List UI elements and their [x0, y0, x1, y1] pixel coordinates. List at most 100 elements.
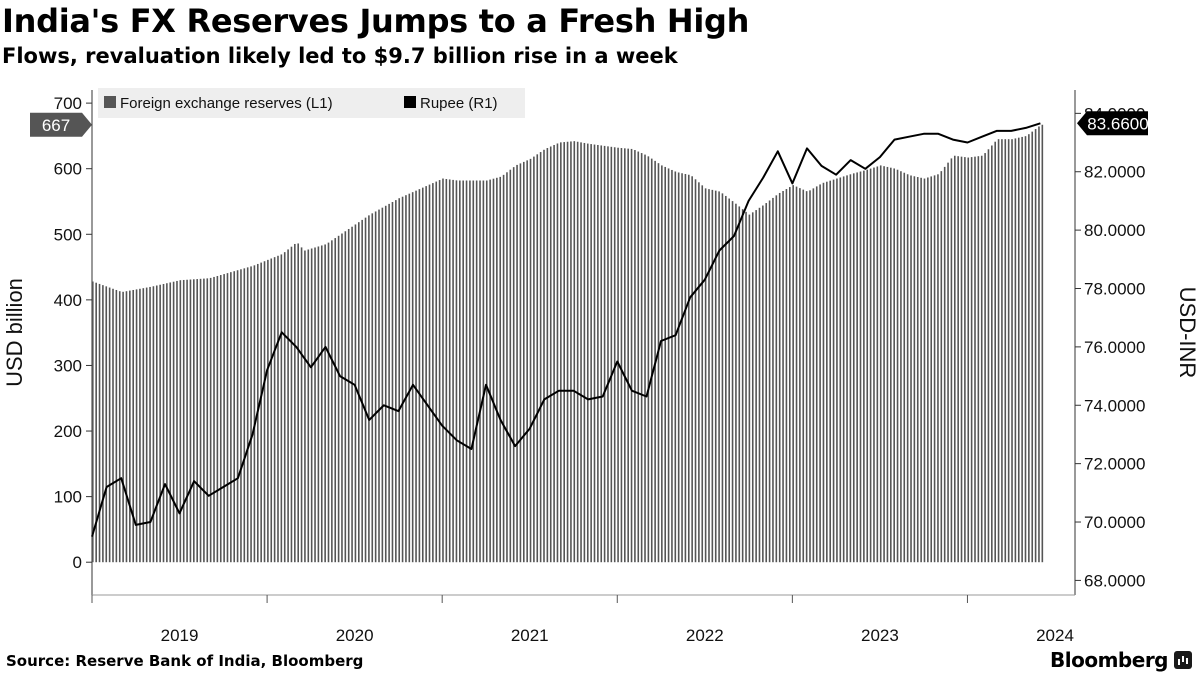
reserve-bar	[411, 192, 414, 563]
reserve-bar	[563, 142, 565, 563]
reserve-bar	[657, 163, 660, 563]
legend-label-rupee: Rupee (R1)	[420, 95, 498, 112]
reserve-bar	[927, 177, 929, 563]
reserve-bar	[533, 156, 535, 563]
reserve-bar	[617, 147, 619, 563]
reserve-bar	[916, 177, 919, 563]
reserve-bar	[920, 177, 922, 563]
reserve-bar	[475, 180, 478, 563]
reserve-bar	[603, 145, 606, 563]
reserve-bar	[415, 190, 417, 563]
x-tick-label: 2021	[511, 626, 549, 645]
reserve-bar	[522, 161, 525, 563]
reserve-bar	[869, 168, 872, 563]
reserve-bar	[597, 144, 599, 563]
reserve-bar	[496, 177, 498, 563]
bloomberg-chart-icon	[1174, 651, 1192, 669]
reserve-bar	[573, 141, 576, 563]
reserve-bar	[664, 166, 667, 563]
reserve-bar	[358, 222, 360, 563]
reserve-bar	[687, 174, 690, 563]
reserve-bar	[526, 160, 528, 563]
reserve-bar	[1024, 136, 1027, 563]
reserve-bar	[314, 247, 316, 563]
reserve-bar	[283, 252, 286, 563]
reserve-bar	[432, 183, 434, 563]
reserve-bar	[334, 238, 337, 563]
reserve-bar	[802, 189, 805, 563]
reserve-bar	[698, 182, 700, 563]
chart-subtitle: Flows, revaluation likely led to $9.7 bi…	[2, 44, 678, 68]
reserve-bar	[502, 174, 505, 563]
reserve-bar	[593, 144, 596, 563]
reserve-bar	[809, 190, 811, 563]
reserve-bar	[182, 279, 185, 563]
reserve-bar	[634, 150, 636, 563]
reserve-bar	[607, 146, 609, 563]
reserve-bar	[970, 157, 973, 563]
reserve-bar	[964, 157, 966, 563]
reserve-bar	[364, 217, 367, 563]
legend-label-reserves: Foreign exchange reserves (L1)	[120, 95, 333, 112]
reserve-bar	[1038, 126, 1040, 563]
reserve-bar	[472, 180, 475, 563]
reserve-bar	[196, 279, 198, 563]
reserve-bar	[277, 255, 279, 563]
reserve-bar	[270, 258, 273, 563]
reserve-bar	[462, 180, 464, 563]
reserve-bar	[788, 187, 791, 563]
reserve-bar	[310, 248, 313, 563]
reserve-bar	[768, 200, 771, 563]
x-tick-label: 2023	[861, 626, 899, 645]
reserve-bar	[758, 207, 761, 563]
reserve-bar	[465, 180, 468, 563]
reserve-bar	[859, 171, 862, 563]
reserve-bar	[580, 142, 582, 563]
reserve-bar	[883, 166, 885, 563]
reserve-bar	[236, 270, 239, 563]
reserve-bar	[509, 169, 512, 563]
reserve-bar	[785, 189, 788, 563]
reserve-bar	[947, 162, 949, 563]
reserve-bar	[300, 247, 303, 563]
reserve-bar	[677, 172, 680, 563]
reserve-bar	[583, 142, 586, 563]
left-axis-title: USD billion	[2, 278, 27, 387]
reserve-bar	[213, 276, 215, 563]
reserve-bar	[307, 249, 310, 563]
reserve-bar	[910, 175, 912, 563]
reserve-bar	[418, 189, 421, 563]
brand-block: Bloomberg	[1050, 648, 1192, 672]
reserve-bar	[560, 142, 562, 563]
reserve-bar	[253, 265, 256, 563]
reserve-bar	[347, 228, 350, 563]
reserve-bar	[994, 141, 996, 563]
reserve-bar	[219, 275, 222, 563]
reserve-bar	[193, 279, 195, 563]
reserve-bar	[1001, 139, 1003, 563]
reserve-bar	[735, 203, 737, 563]
reserves-last-value-label: 667	[42, 116, 70, 135]
reserve-bar	[637, 151, 640, 563]
chart-title: India's FX Reserves Jumps to a Fresh Hig…	[2, 2, 750, 40]
reserve-bar	[1014, 138, 1017, 563]
reserve-bar	[725, 195, 727, 563]
reserve-bar	[556, 143, 559, 563]
reserve-bar	[940, 171, 943, 563]
reserve-bar	[576, 141, 579, 563]
reserve-bar	[714, 190, 717, 563]
reserve-bar	[957, 156, 959, 563]
reserve-bar	[145, 287, 148, 563]
reserve-bar	[216, 275, 219, 563]
reserves-last-value-badge	[30, 112, 92, 137]
reserve-bar	[566, 141, 569, 563]
reserve-bar	[751, 212, 754, 563]
reserve-bar	[923, 178, 926, 563]
reserve-bar	[1031, 131, 1034, 563]
reserve-bar	[469, 180, 471, 563]
reserve-bar	[590, 144, 592, 563]
reserve-bar	[650, 158, 653, 563]
reserve-bar	[977, 156, 980, 563]
